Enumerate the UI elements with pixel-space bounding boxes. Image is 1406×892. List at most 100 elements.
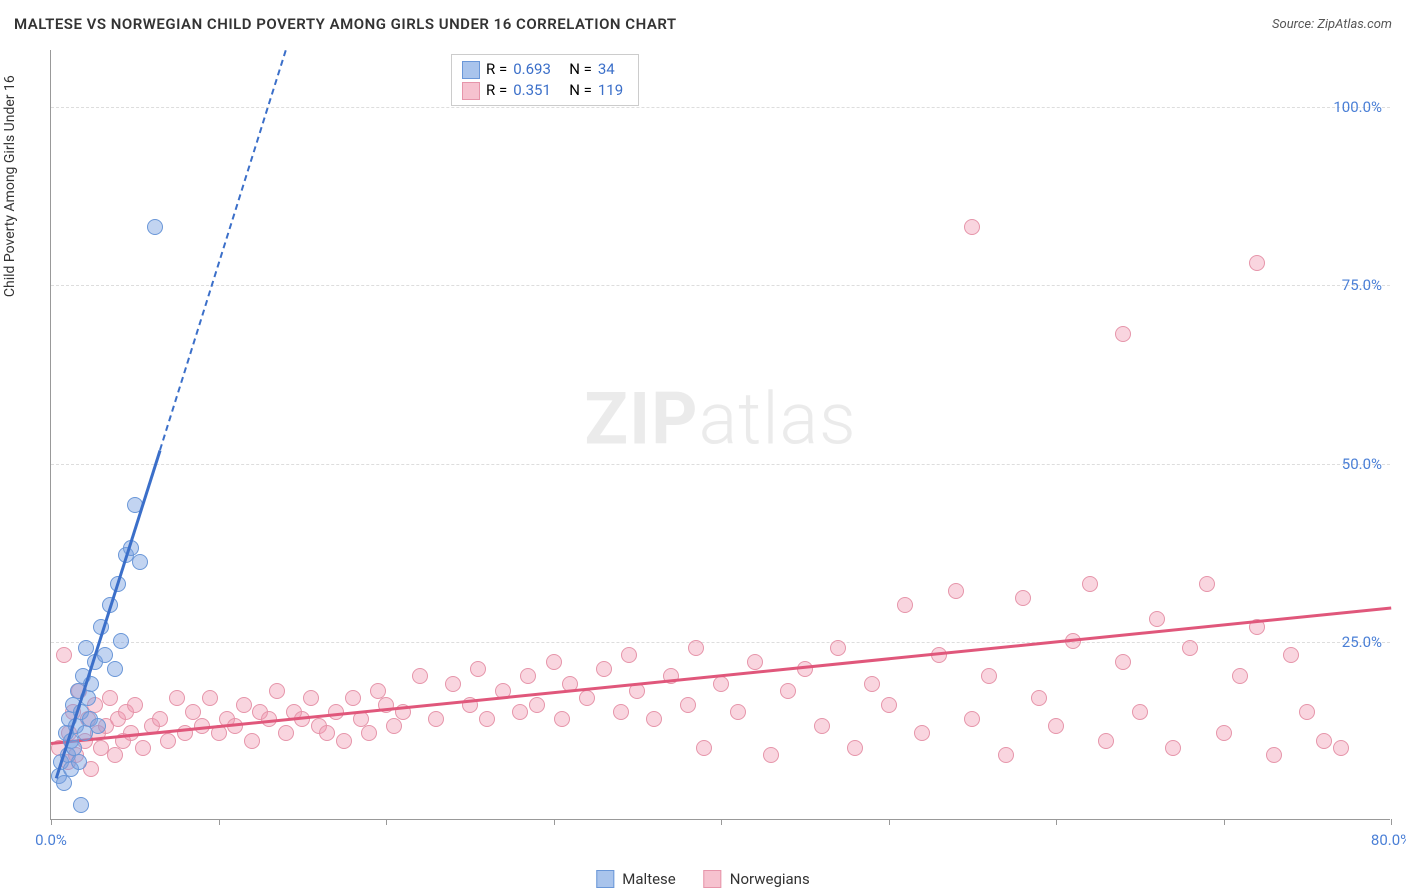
data-point-norwegians [345,690,361,706]
data-point-norwegians [1316,733,1332,749]
data-point-norwegians [1098,733,1114,749]
data-point-norwegians [470,661,486,677]
data-point-norwegians [546,654,562,670]
trend-line [51,606,1391,744]
data-point-norwegians [696,740,712,756]
data-point-norwegians [780,683,796,699]
chart-header: MALTESE VS NORWEGIAN CHILD POVERTY AMONG… [0,0,1406,40]
data-point-norwegians [269,683,285,699]
data-point-norwegians [520,668,536,684]
data-point-norwegians [1048,718,1064,734]
data-point-maltese [107,661,123,677]
data-point-norwegians [981,668,997,684]
data-point-norwegians [445,676,461,692]
data-point-norwegians [1216,725,1232,741]
data-point-norwegians [336,733,352,749]
data-point-norwegians [135,740,151,756]
data-point-norwegians [1115,654,1131,670]
n-value-maltese: 34 [598,59,628,80]
data-point-norwegians [160,733,176,749]
x-tick [219,819,220,825]
correlation-stat-box: R = 0.693 N = 34 R = 0.351 N = 119 [451,54,639,106]
legend-item-norwegians: Norwegians [704,870,810,888]
y-tick-label: 75.0% [1342,276,1382,294]
x-tick [1391,819,1392,825]
chart-title: MALTESE VS NORWEGIAN CHILD POVERTY AMONG… [14,15,677,33]
legend-swatch-norwegians-icon [704,870,722,888]
data-point-maltese [147,219,163,235]
data-point-norwegians [897,597,913,613]
data-point-norwegians [428,711,444,727]
data-point-norwegians [278,725,294,741]
data-point-norwegians [763,747,779,763]
data-point-norwegians [512,704,528,720]
data-point-norwegians [1132,704,1148,720]
n-value-norwegians: 119 [598,80,628,101]
data-point-norwegians [102,690,118,706]
data-point-norwegians [107,747,123,763]
data-point-norwegians [361,725,377,741]
r-value-maltese: 0.693 [513,59,563,80]
data-point-norwegians [814,718,830,734]
data-point-norwegians [386,718,402,734]
plot-area: ZIPatlas R = 0.693 N = 34 R = 0.351 N = … [50,50,1390,820]
data-point-norwegians [1115,326,1131,342]
data-point-norwegians [596,661,612,677]
data-point-norwegians [747,654,763,670]
x-tick [51,819,52,825]
y-tick-label: 50.0% [1342,455,1382,473]
data-point-norwegians [797,661,813,677]
x-tick-label: 0.0% [35,831,67,849]
x-tick [1224,819,1225,825]
data-point-norwegians [847,740,863,756]
gridline-h [51,464,1390,465]
data-point-norwegians [646,711,662,727]
data-point-norwegians [948,583,964,599]
data-point-norwegians [1283,647,1299,663]
data-point-norwegians [613,704,629,720]
data-point-norwegians [1165,740,1181,756]
data-point-norwegians [1299,704,1315,720]
data-point-maltese [73,797,89,813]
data-point-maltese [90,718,106,734]
gridline-h [51,285,1390,286]
data-point-maltese [71,754,87,770]
y-tick-label: 100.0% [1333,98,1382,116]
chart-source: Source: ZipAtlas.com [1272,17,1392,32]
data-point-norwegians [621,647,637,663]
swatch-maltese-icon [462,61,480,79]
trend-line-extrapolated [159,51,287,451]
data-point-norwegians [152,711,168,727]
x-tick [554,819,555,825]
data-point-norwegians [730,704,746,720]
data-point-norwegians [529,697,545,713]
data-point-norwegians [202,690,218,706]
data-point-norwegians [1182,640,1198,656]
legend-label-maltese: Maltese [622,870,675,888]
data-point-norwegians [1082,576,1098,592]
data-point-norwegians [244,733,260,749]
data-point-norwegians [236,697,252,713]
data-point-norwegians [830,640,846,656]
data-point-norwegians [680,697,696,713]
data-point-norwegians [688,640,704,656]
data-point-norwegians [169,690,185,706]
data-point-norwegians [964,711,980,727]
x-tick-label: 80.0% [1371,831,1406,849]
x-tick [1056,819,1057,825]
x-tick [386,819,387,825]
watermark-atlas: atlas [699,377,857,462]
data-point-norwegians [1149,611,1165,627]
legend-item-maltese: Maltese [596,870,675,888]
stat-row-maltese: R = 0.693 N = 34 [462,59,628,80]
data-point-maltese [97,647,113,663]
legend: Maltese Norwegians [596,870,809,888]
y-tick-label: 25.0% [1342,633,1382,651]
data-point-maltese [132,554,148,570]
n-label: N = [569,80,592,101]
data-point-maltese [113,633,129,649]
data-point-norwegians [303,690,319,706]
data-point-norwegians [1031,690,1047,706]
data-point-norwegians [1199,576,1215,592]
data-point-norwegians [1249,255,1265,271]
